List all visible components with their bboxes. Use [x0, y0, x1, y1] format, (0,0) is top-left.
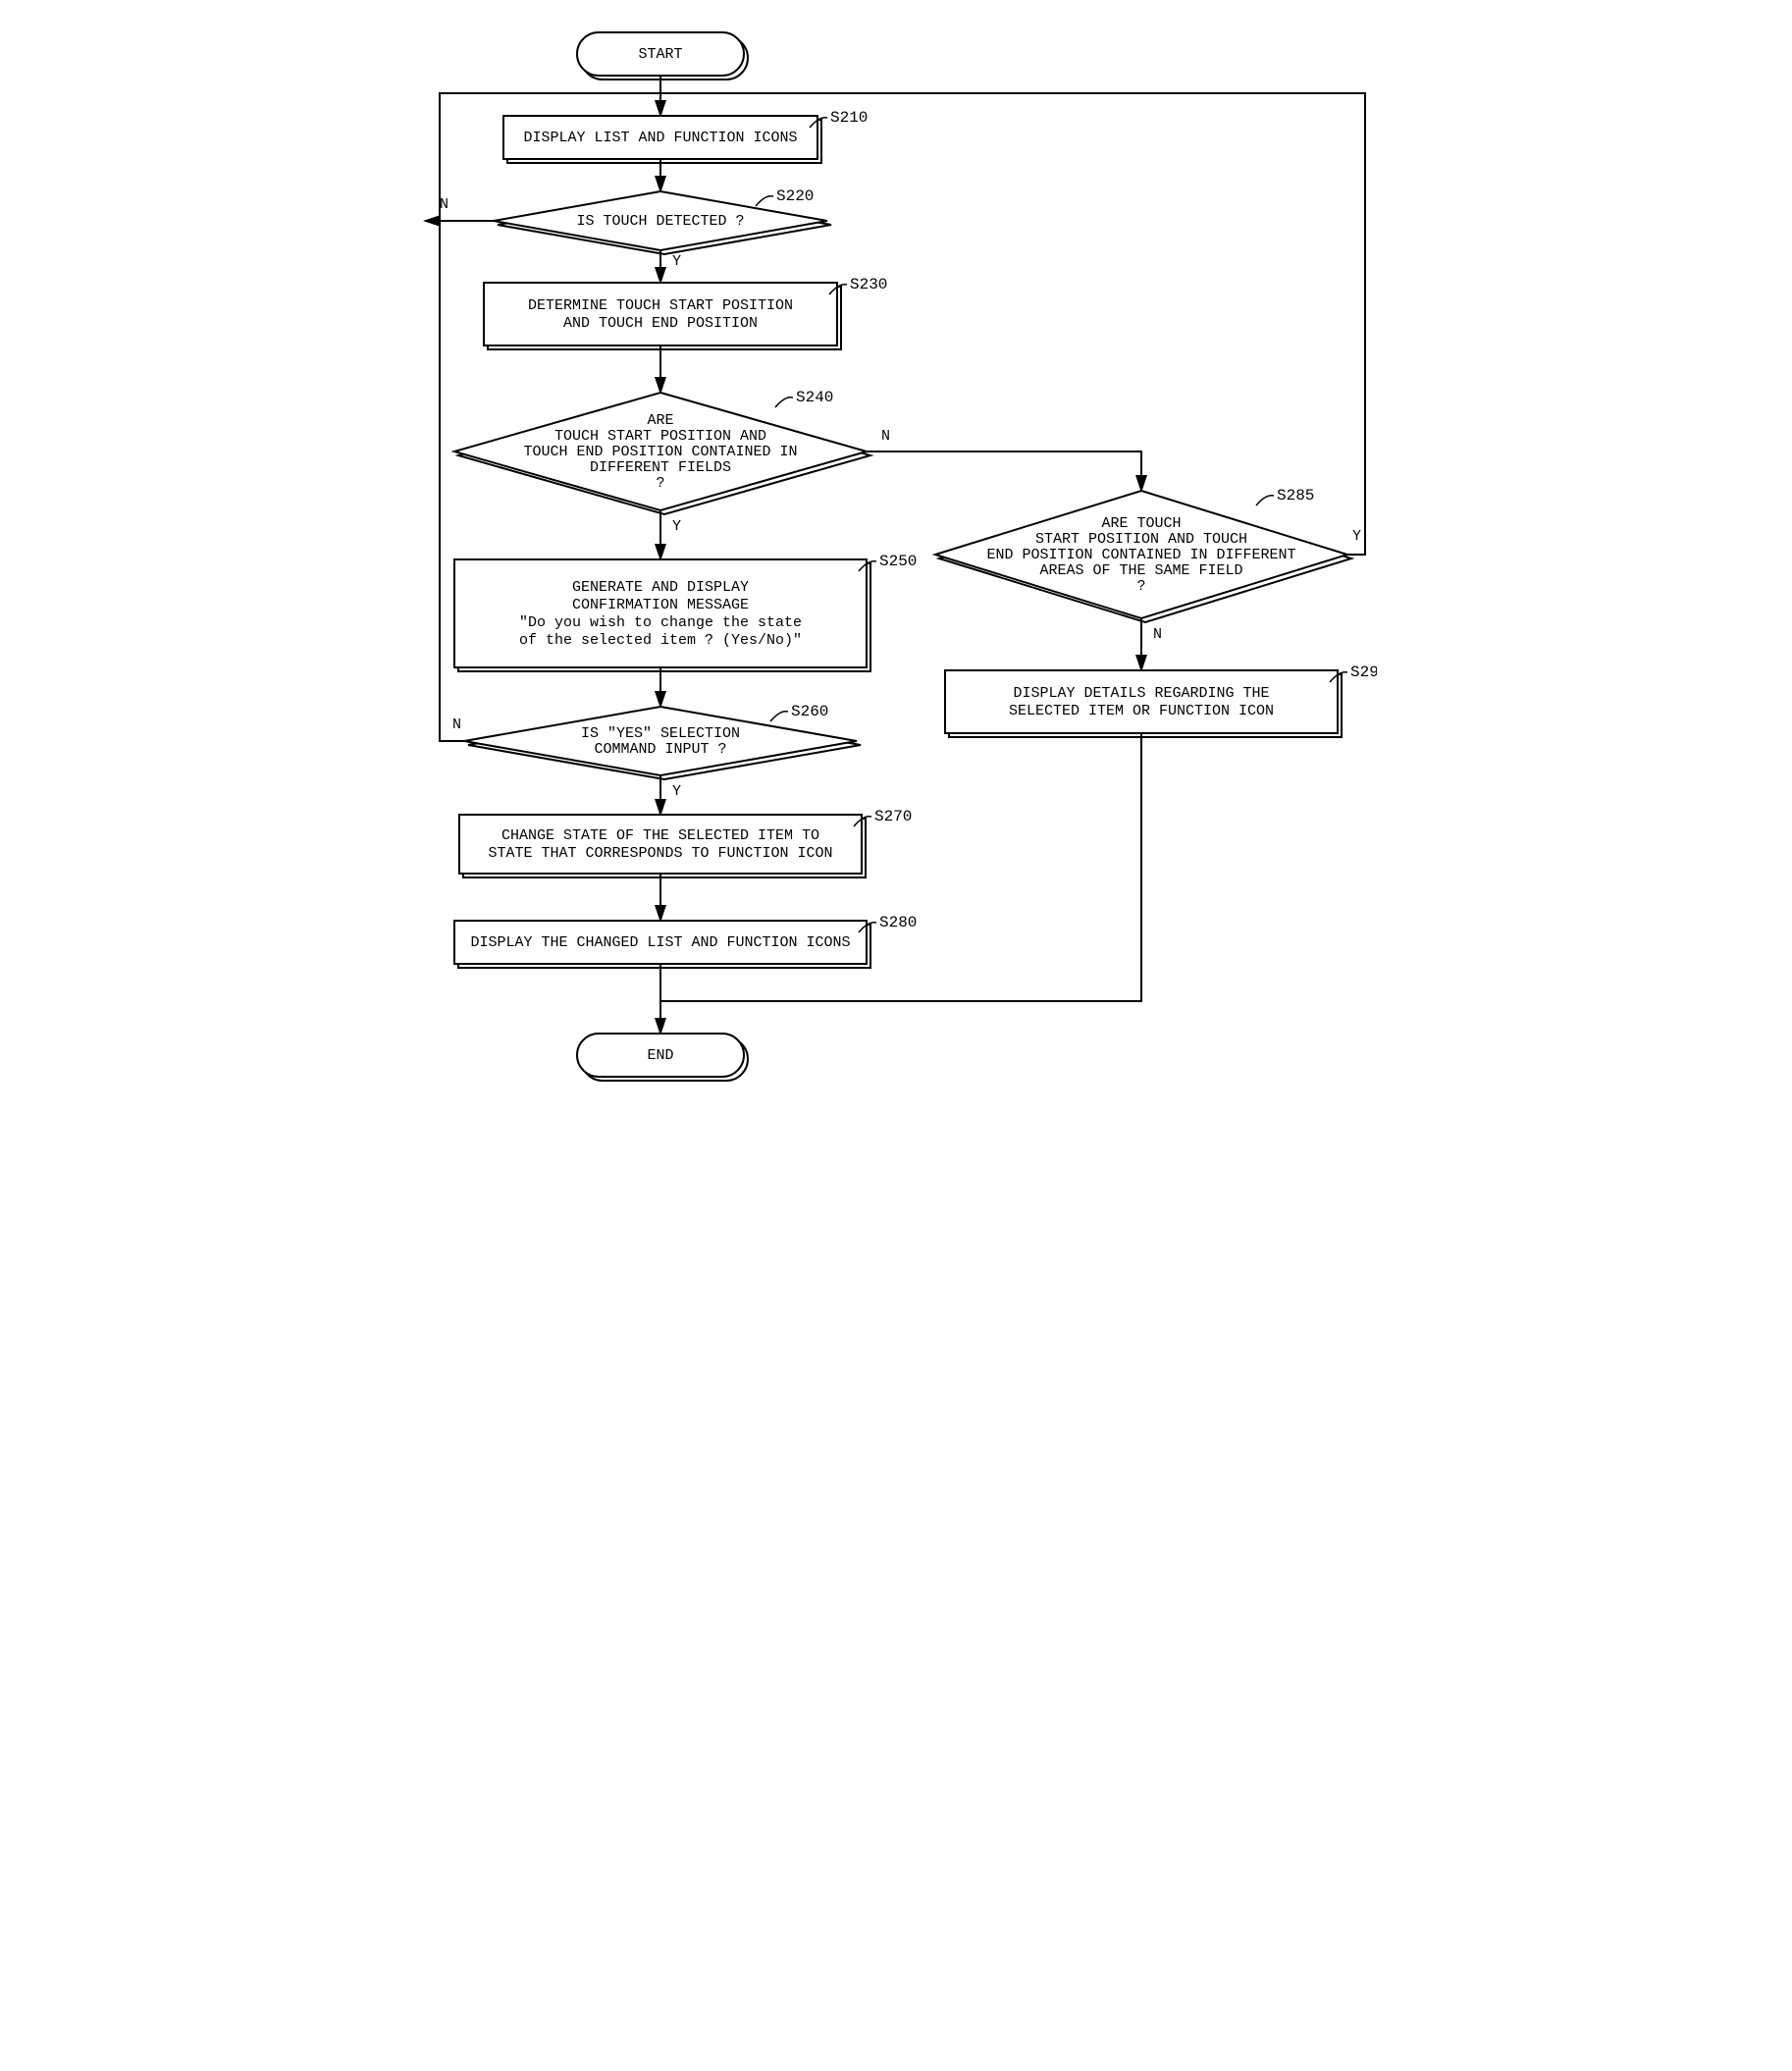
node-text: ARE — [647, 412, 673, 429]
edge — [867, 451, 1141, 491]
node-text: START POSITION AND TOUCH — [1035, 531, 1247, 548]
node-text: of the selected item ? (Yes/No)" — [519, 632, 802, 649]
edge-label: Y — [672, 783, 681, 800]
node-text: DISPLAY DETAILS REGARDING THE — [1013, 685, 1269, 702]
edge-label: N — [881, 428, 890, 445]
step-label: S270 — [874, 808, 912, 825]
node-text: DETERMINE TOUCH START POSITION — [528, 297, 793, 314]
step-label: S210 — [830, 109, 868, 127]
step-label: S260 — [791, 703, 828, 720]
node-text: DISPLAY THE CHANGED LIST AND FUNCTION IC… — [470, 934, 850, 951]
node-text: AND TOUCH END POSITION — [563, 315, 758, 332]
label-leader — [756, 196, 773, 206]
step-label: S240 — [796, 389, 833, 406]
step-label: S220 — [776, 187, 814, 205]
step-label: S230 — [850, 276, 887, 293]
node-text: DIFFERENT FIELDS — [590, 459, 731, 476]
edge-label: N — [1153, 626, 1162, 643]
edge-label: Y — [672, 518, 681, 535]
flowchart-svg: Y Y Y N N N Y N START DISPLAY LIST AND FUNCTION I… — [415, 20, 1377, 1129]
node-text: START — [638, 46, 682, 63]
node-text: COMMAND INPUT ? — [594, 741, 726, 758]
edge-label: Y — [1352, 528, 1361, 545]
node-text: STATE THAT CORRESPONDS TO FUNCTION ICON — [488, 845, 832, 862]
edge-label: Y — [672, 253, 681, 270]
node-text: SELECTED ITEM OR FUNCTION ICON — [1009, 703, 1274, 719]
step-label: S280 — [879, 914, 917, 931]
label-leader — [775, 398, 793, 407]
node-text: TOUCH END POSITION CONTAINED IN — [523, 444, 797, 460]
node-text: END POSITION CONTAINED IN DIFFERENT — [986, 547, 1295, 563]
step-label: S285 — [1277, 487, 1314, 504]
step-label: S250 — [879, 553, 917, 570]
node-text: IS "YES" SELECTION — [581, 725, 740, 742]
node-text: CONFIRMATION MESSAGE — [572, 597, 749, 613]
node-text: ? — [1136, 578, 1145, 595]
edge-label: N — [440, 196, 448, 213]
node-text: CHANGE STATE OF THE SELECTED ITEM TO — [501, 827, 819, 844]
node-text: TOUCH START POSITION AND — [554, 428, 766, 445]
node-text: ? — [656, 475, 664, 492]
node-text: AREAS OF THE SAME FIELD — [1039, 562, 1242, 579]
node-text: GENERATE AND DISPLAY — [572, 579, 749, 596]
node-text: IS TOUCH DETECTED ? — [576, 213, 744, 230]
edge-label: N — [452, 717, 461, 733]
node-text: ARE TOUCH — [1101, 515, 1181, 532]
label-leader — [1256, 496, 1274, 505]
step-label: S295 — [1350, 664, 1377, 681]
node-text: "Do you wish to change the state — [519, 614, 802, 631]
label-leader — [770, 712, 788, 721]
node-text: END — [647, 1047, 673, 1064]
node-text: DISPLAY LIST AND FUNCTION ICONS — [523, 130, 797, 146]
